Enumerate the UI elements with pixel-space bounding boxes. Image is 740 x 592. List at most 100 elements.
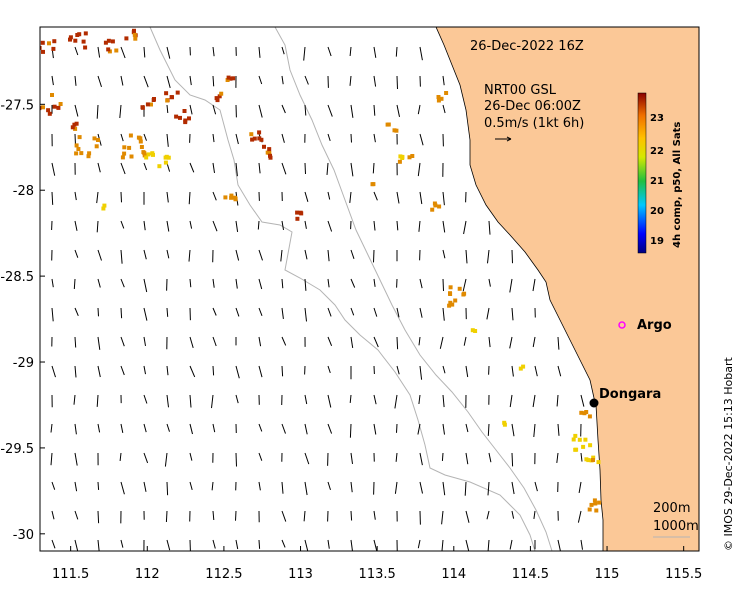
sst-pixel [40,40,45,45]
current-arrow [51,278,54,288]
current-arrow [235,365,240,379]
credit-text: © IMOS 29-Dec-2022 15:13 Hobart [722,356,735,551]
sst-pixel [51,46,56,51]
y-tick-label: -30 [13,528,34,543]
current-arrow [166,220,170,232]
current-arrow [487,539,490,551]
sst-pixel [146,152,151,157]
y-tick-label: -28.5 [0,270,34,285]
current-arrow [166,365,169,376]
land-mass [435,27,699,551]
sst-pixel [257,130,262,135]
sst-pixel [110,39,115,44]
sst-pixel [151,98,156,102]
current-arrow [465,539,470,551]
sst-pixel [229,193,234,198]
sst-pixel [106,38,111,43]
current-arrow [532,394,536,408]
current-arrow [74,104,79,117]
sst-pixel [165,98,170,103]
current-arrow [211,481,214,491]
current-arrow [487,249,490,264]
current-arrow [417,423,421,435]
current-arrow [212,162,215,173]
current-arrow [51,539,56,549]
current-arrow [373,104,376,116]
current-arrow [442,278,444,292]
current-arrow [418,394,421,405]
date-title: 26-Dec-2022 16Z [470,39,584,54]
sst-pixel [448,291,452,296]
current-arrow [258,365,263,378]
current-arrow [235,510,237,521]
current-arrow [188,191,191,205]
sst-pixel [174,114,179,119]
axis-ticks: 111.5 112 112.5 113 113.5 114 114.5 115 115.5 -27… [0,98,702,582]
current-arrow [417,162,421,177]
current-arrow [120,75,124,86]
sst-pixel [571,437,576,442]
current-arrow [511,481,515,495]
sst-pixel [140,105,145,110]
sst-pixel [96,138,100,142]
sst-pixel [252,136,257,141]
current-arrow [97,249,102,261]
colorbar-tick-21: 21 [650,176,664,187]
sst-pixel [132,28,136,33]
sst-pixel [262,144,266,149]
current-arrow [74,220,78,231]
x-tick-label: 111.5 [52,567,89,582]
y-tick-label: -29.5 [0,442,34,457]
current-arrow [419,133,424,146]
current-arrow [120,133,124,142]
current-arrow [304,249,308,260]
current-arrow [327,133,331,142]
current-arrow [439,336,444,349]
current-arrow [441,539,444,551]
sst-pixel [41,49,45,54]
current-arrow [511,365,514,377]
current-arrow [74,539,79,551]
sst-pixel [407,155,412,160]
sst-pixel [233,197,238,202]
sst-pixel [87,151,92,156]
current-arrow [419,452,423,466]
current-arrow [281,307,284,319]
current-arrow [166,249,170,259]
sst-pixel [183,118,188,123]
current-arrow [212,539,216,549]
current-arrow [212,220,218,232]
current-arrow [189,423,193,435]
sst-pixel [73,126,78,131]
x-tick-label: 115.5 [665,567,702,582]
x-tick-label: 113.5 [359,567,396,582]
current-arrow [304,278,307,291]
current-arrow [235,278,238,289]
current-arrow [143,133,147,141]
current-arrow [74,307,79,316]
current-arrow [511,249,513,264]
sst-pixel [249,132,254,137]
current-arrow [442,191,445,206]
current-arrow [350,481,353,493]
current-arrow [532,336,536,348]
sst-pixel [40,106,42,111]
current-arrow [258,336,262,347]
current-arrow [281,133,285,143]
current-arrow [373,46,377,58]
current-arrow [281,336,287,346]
x-tick-label: 114.5 [512,567,549,582]
current-arrow [166,539,171,551]
current-arrow [166,75,171,89]
current-arrow [96,104,99,119]
current-arrow [235,133,239,145]
sst-pixel [92,136,97,141]
sst-pixel [470,328,475,333]
current-arrow [396,220,399,231]
sst-pixel [120,155,125,160]
current-arrow [463,336,467,346]
current-arrow [511,423,515,437]
current-arrow [327,278,330,288]
contour-200m-label: 200m [653,501,690,516]
current-arrow [74,423,77,435]
